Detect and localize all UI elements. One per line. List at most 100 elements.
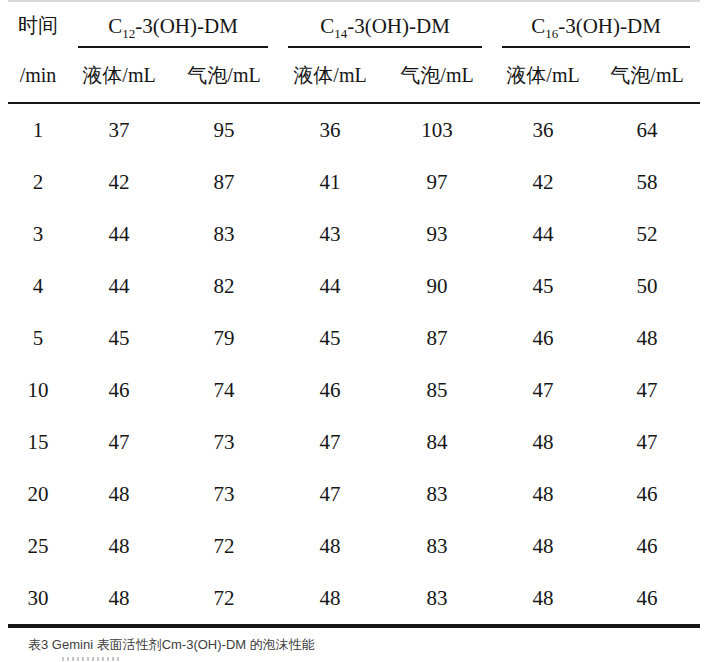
table-cell: 97 — [382, 156, 492, 208]
group-prefix: C — [531, 14, 545, 38]
table-cell: 79 — [170, 312, 278, 364]
table-cell: 64 — [594, 103, 700, 156]
table-caption: 表3 Gemini 表面活性剂Cm-3(OH)-DM 的泡沫性能 — [28, 636, 704, 654]
table-cell: 46 — [492, 312, 594, 364]
table-cell: 48 — [68, 572, 170, 626]
table-cell: 83 — [382, 520, 492, 572]
group-subscript: 12 — [122, 26, 135, 41]
table-cell: 47 — [492, 364, 594, 416]
table-cell: 42 — [492, 156, 594, 208]
table-cell: 84 — [382, 416, 492, 468]
row-time: 25 — [8, 520, 68, 572]
table-cell: 46 — [594, 468, 700, 520]
group-subscript: 14 — [334, 26, 347, 41]
row-time: 30 — [8, 572, 68, 626]
table-row: 15 47 73 47 84 48 47 — [8, 416, 700, 468]
table-cell: 83 — [382, 468, 492, 520]
table-cell: 87 — [382, 312, 492, 364]
table-cell: 50 — [594, 260, 700, 312]
table-row: 30 48 72 48 83 48 46 — [8, 572, 700, 626]
clipped-text-fragment — [62, 657, 120, 661]
header-row-subcolumns: 液体/mL 气泡/mL 液体/mL 气泡/mL 液体/mL 气泡/mL — [8, 48, 700, 103]
table-row: 2 42 87 41 97 42 58 — [8, 156, 700, 208]
table-cell: 46 — [594, 520, 700, 572]
subheader-c12-liquid: 液体/mL — [68, 48, 170, 103]
table-cell: 48 — [492, 468, 594, 520]
table-cell: 48 — [492, 520, 594, 572]
table-cell: 44 — [278, 260, 382, 312]
table-cell: 45 — [492, 260, 594, 312]
table-cell: 93 — [382, 208, 492, 260]
table-cell: 72 — [170, 572, 278, 626]
table-cell: 43 — [278, 208, 382, 260]
foam-performance-table: 时间 /min C12-3(OH)-DM C14-3(OH)-DM C16-3(… — [8, 2, 700, 628]
table-row: 20 48 73 47 83 48 46 — [8, 468, 700, 520]
foam-performance-table-wrap: 时间 /min C12-3(OH)-DM C14-3(OH)-DM C16-3(… — [8, 0, 700, 628]
table-cell: 46 — [278, 364, 382, 416]
table-cell: 36 — [278, 103, 382, 156]
time-unit-label: /min — [8, 48, 68, 102]
row-time: 20 — [8, 468, 68, 520]
table-cell: 37 — [68, 103, 170, 156]
table-cell: 103 — [382, 103, 492, 156]
table-cell: 85 — [382, 364, 492, 416]
table-cell: 73 — [170, 416, 278, 468]
group-header-c16: C16-3(OH)-DM — [492, 2, 700, 48]
group-suffix: -3(OH)-DM — [558, 14, 661, 38]
table-cell: 83 — [170, 208, 278, 260]
table-cell: 48 — [594, 312, 700, 364]
row-time: 5 — [8, 312, 68, 364]
row-time: 1 — [8, 103, 68, 156]
table-cell: 47 — [278, 416, 382, 468]
row-time: 4 — [8, 260, 68, 312]
subheader-c12-foam: 气泡/mL — [170, 48, 278, 103]
table-cell: 47 — [594, 364, 700, 416]
table-cell: 72 — [170, 520, 278, 572]
row-time: 3 — [8, 208, 68, 260]
table-cell: 48 — [492, 572, 594, 626]
table-cell: 47 — [594, 416, 700, 468]
table-row: 25 48 72 48 83 48 46 — [8, 520, 700, 572]
time-header-label: 时间 — [8, 2, 68, 48]
table-cell: 44 — [68, 208, 170, 260]
table-cell: 74 — [170, 364, 278, 416]
row-time: 10 — [8, 364, 68, 416]
table-cell: 41 — [278, 156, 382, 208]
table-row: 1 37 95 36 103 36 64 — [8, 103, 700, 156]
group-prefix: C — [108, 14, 122, 38]
header-row-groups: 时间 /min C12-3(OH)-DM C14-3(OH)-DM C16-3(… — [8, 2, 700, 48]
table-cell: 87 — [170, 156, 278, 208]
time-column-header: 时间 /min — [8, 2, 68, 103]
table-cell: 82 — [170, 260, 278, 312]
table-row: 10 46 74 46 85 47 47 — [8, 364, 700, 416]
table-cell: 52 — [594, 208, 700, 260]
table-row: 4 44 82 44 90 45 50 — [8, 260, 700, 312]
table-cell: 45 — [68, 312, 170, 364]
table-cell: 46 — [594, 572, 700, 626]
table-cell: 48 — [278, 520, 382, 572]
table-cell: 46 — [68, 364, 170, 416]
table-row: 3 44 83 43 93 44 52 — [8, 208, 700, 260]
table-cell: 47 — [278, 468, 382, 520]
table-cell: 48 — [492, 416, 594, 468]
group-header-c14: C14-3(OH)-DM — [278, 2, 492, 48]
table-cell: 90 — [382, 260, 492, 312]
table-cell: 58 — [594, 156, 700, 208]
group-header-c12: C12-3(OH)-DM — [68, 2, 278, 48]
table-cell: 47 — [68, 416, 170, 468]
group-suffix: -3(OH)-DM — [347, 14, 450, 38]
table-cell: 48 — [278, 572, 382, 626]
subheader-c14-liquid: 液体/mL — [278, 48, 382, 103]
table-cell: 95 — [170, 103, 278, 156]
group-prefix: C — [320, 14, 334, 38]
table-cell: 44 — [68, 260, 170, 312]
table-cell: 45 — [278, 312, 382, 364]
table-cell: 36 — [492, 103, 594, 156]
table-row: 5 45 79 45 87 46 48 — [8, 312, 700, 364]
table-cell: 83 — [382, 572, 492, 626]
row-time: 15 — [8, 416, 68, 468]
table-cell: 48 — [68, 468, 170, 520]
table-cell: 44 — [492, 208, 594, 260]
subheader-c16-foam: 气泡/mL — [594, 48, 700, 103]
group-subscript: 16 — [545, 26, 558, 41]
